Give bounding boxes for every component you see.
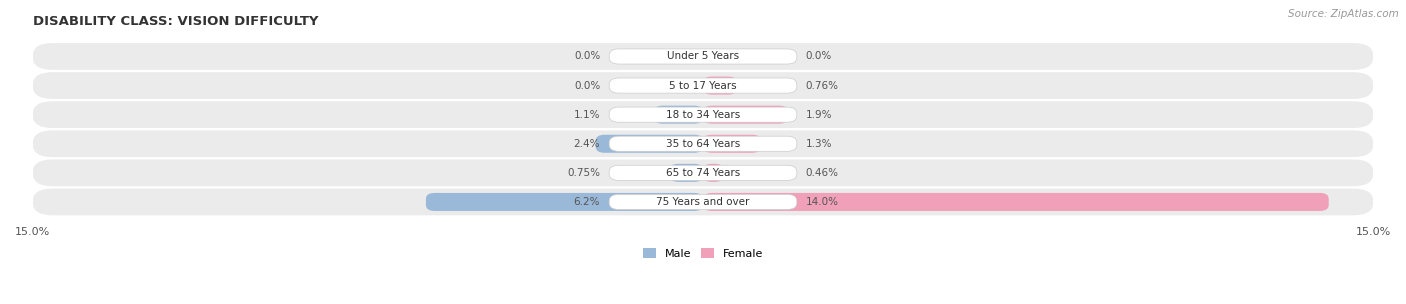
Text: 5 to 17 Years: 5 to 17 Years [669, 81, 737, 91]
Text: 0.0%: 0.0% [806, 51, 832, 61]
FancyBboxPatch shape [609, 107, 797, 122]
FancyBboxPatch shape [703, 135, 761, 153]
Legend: Male, Female: Male, Female [638, 244, 768, 263]
Text: 6.2%: 6.2% [574, 197, 600, 207]
FancyBboxPatch shape [609, 194, 797, 209]
Text: 1.3%: 1.3% [806, 139, 832, 149]
FancyBboxPatch shape [32, 43, 1374, 70]
Text: 65 to 74 Years: 65 to 74 Years [666, 168, 740, 178]
Text: Source: ZipAtlas.com: Source: ZipAtlas.com [1288, 9, 1399, 19]
Text: 0.46%: 0.46% [806, 168, 839, 178]
FancyBboxPatch shape [609, 136, 797, 151]
FancyBboxPatch shape [609, 165, 797, 180]
FancyBboxPatch shape [32, 160, 1374, 186]
Text: 18 to 34 Years: 18 to 34 Years [666, 110, 740, 120]
Text: 1.9%: 1.9% [806, 110, 832, 120]
FancyBboxPatch shape [426, 193, 703, 211]
FancyBboxPatch shape [654, 106, 703, 124]
FancyBboxPatch shape [32, 72, 1374, 99]
FancyBboxPatch shape [32, 130, 1374, 157]
FancyBboxPatch shape [32, 101, 1374, 128]
FancyBboxPatch shape [32, 188, 1374, 215]
Text: 75 Years and over: 75 Years and over [657, 197, 749, 207]
FancyBboxPatch shape [609, 49, 797, 64]
FancyBboxPatch shape [609, 78, 797, 93]
FancyBboxPatch shape [596, 135, 703, 153]
FancyBboxPatch shape [703, 164, 724, 182]
Text: 35 to 64 Years: 35 to 64 Years [666, 139, 740, 149]
Text: 2.4%: 2.4% [574, 139, 600, 149]
Text: 1.1%: 1.1% [574, 110, 600, 120]
FancyBboxPatch shape [703, 193, 1329, 211]
Text: 0.75%: 0.75% [567, 168, 600, 178]
FancyBboxPatch shape [703, 77, 737, 95]
FancyBboxPatch shape [669, 164, 703, 182]
Text: 0.76%: 0.76% [806, 81, 839, 91]
Text: DISABILITY CLASS: VISION DIFFICULTY: DISABILITY CLASS: VISION DIFFICULTY [32, 15, 318, 28]
Text: 0.0%: 0.0% [574, 81, 600, 91]
Text: 0.0%: 0.0% [574, 51, 600, 61]
FancyBboxPatch shape [703, 106, 787, 124]
Text: 14.0%: 14.0% [806, 197, 839, 207]
Text: Under 5 Years: Under 5 Years [666, 51, 740, 61]
